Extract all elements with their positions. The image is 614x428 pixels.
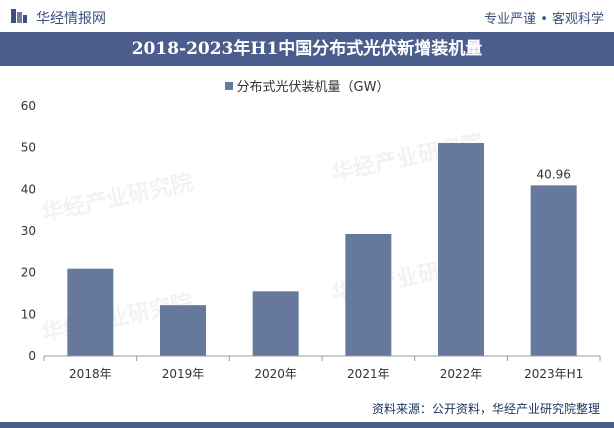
- chart-legend: 分布式光伏装机量（GW）: [0, 76, 614, 95]
- y-tick-label: 0: [28, 349, 36, 363]
- y-tick-label: 50: [21, 141, 36, 155]
- brand-logo-icon: [11, 9, 27, 23]
- x-tick-label: 2022年: [440, 367, 483, 381]
- bars-group: 40.96: [67, 143, 577, 356]
- bar: [345, 234, 392, 356]
- x-tick-label: 2020年: [254, 367, 297, 381]
- bar: [530, 185, 577, 356]
- x-tick-label: 2019年: [162, 367, 205, 381]
- bar: [438, 143, 484, 356]
- chart-title: 2018-2023年H1中国分布式光伏新增装机量: [0, 32, 614, 66]
- x-tick-label: 2023年H1: [524, 367, 583, 381]
- x-tick-label: 2021年: [347, 367, 390, 381]
- legend-label: 分布式光伏装机量（GW）: [236, 80, 390, 95]
- y-tick-label: 10: [21, 307, 36, 321]
- brand-name: 华经情报网: [36, 11, 106, 27]
- legend-swatch: [224, 82, 233, 90]
- y-axis: 0 10 20 30 40 50 60: [21, 99, 36, 363]
- bottom-rule: [0, 422, 614, 428]
- bar: [252, 291, 299, 356]
- y-tick-label: 20: [21, 266, 36, 280]
- bar: [67, 268, 114, 356]
- data-label: 40.96: [536, 167, 570, 181]
- y-tick-label: 40: [21, 182, 36, 196]
- bar: [160, 305, 206, 356]
- x-tick-label: 2018年: [69, 367, 112, 381]
- y-tick-label: 60: [21, 99, 36, 113]
- top-bar: 华经情报网 专业严谨 • 客观科学: [0, 0, 614, 32]
- source-note: 资料来源：公开资料，华经产业研究院整理: [371, 402, 600, 416]
- y-tick-label: 30: [21, 224, 36, 238]
- x-axis: 2018年 2019年 2020年 2021年 2022年 2023年H1: [43, 355, 601, 381]
- tagline: 专业严谨 • 客观科学: [484, 12, 604, 27]
